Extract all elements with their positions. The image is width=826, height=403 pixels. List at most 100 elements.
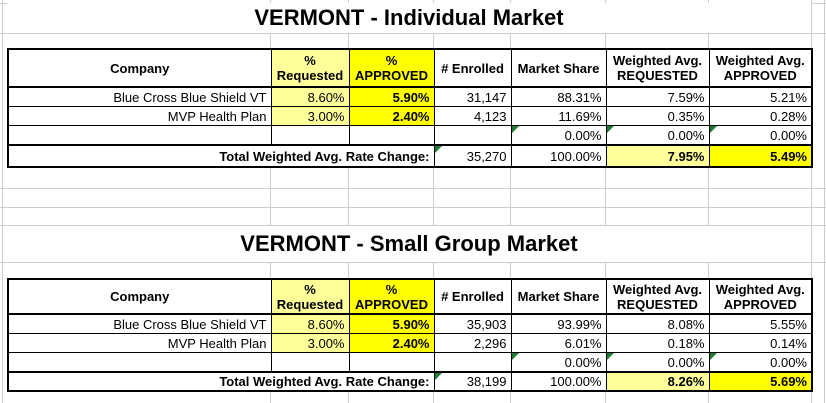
cell-approved[interactable]: 5.90% (348, 313, 435, 334)
table-row: Blue Cross Blue Shield VT 8.60% 5.90% 31… (7, 86, 813, 107)
cell-weighted-approved[interactable]: 5.21% (708, 86, 813, 107)
cell-weighted-requested[interactable]: 0.18% (605, 333, 710, 353)
col-header-weighted-approved[interactable]: Weighted Avg. APPROVED (708, 48, 813, 88)
error-indicator-icon (607, 126, 614, 133)
cell-requested[interactable] (270, 125, 350, 146)
cell-weighted-approved[interactable]: 0.14% (708, 333, 813, 353)
cell-total-enrolled[interactable]: 35,270 (433, 144, 512, 168)
error-indicator-icon (607, 353, 614, 360)
col-header-company[interactable]: Company (7, 48, 272, 88)
col-header-approved[interactable]: % APPROVED (348, 278, 435, 315)
cell-market-share[interactable]: 6.01% (510, 333, 607, 353)
cell-total-weighted-requested[interactable]: 8.26% (605, 371, 710, 392)
col-header-company[interactable]: Company (7, 278, 272, 315)
cell-enrolled[interactable]: 31,147 (433, 86, 512, 107)
cell-company[interactable] (7, 352, 272, 373)
gridline-v (348, 0, 349, 403)
cell-total-weighted-approved[interactable]: 5.49% (708, 144, 813, 168)
table-row: Blue Cross Blue Shield VT 8.60% 5.90% 35… (7, 313, 813, 334)
cell-company[interactable]: Blue Cross Blue Shield VT (7, 86, 272, 107)
col-header-enrolled[interactable]: # Enrolled (433, 48, 512, 88)
cell-approved[interactable]: 2.40% (348, 333, 435, 353)
error-indicator-icon (435, 147, 442, 153)
error-indicator-icon (710, 353, 717, 360)
table-row: MVP Health Plan 3.00% 2.40% 4,123 11.69%… (7, 106, 813, 126)
cell-approved[interactable] (348, 125, 435, 146)
col-header-market-share[interactable]: Market Share (510, 278, 607, 315)
cell-weighted-requested[interactable]: 8.08% (605, 313, 710, 334)
gridline-v (605, 0, 606, 403)
cell-market-share[interactable]: 0.00% (510, 125, 607, 146)
cell-total-weighted-approved[interactable]: 5.69% (708, 371, 813, 392)
cell-approved[interactable]: 2.40% (348, 106, 435, 126)
cell-approved[interactable] (348, 352, 435, 373)
cell-company[interactable] (7, 125, 272, 146)
cell-company[interactable]: MVP Health Plan (7, 106, 272, 126)
cell-value: 0.00% (667, 354, 705, 370)
cell-value: 0.00% (667, 127, 705, 143)
cell-enrolled[interactable]: 4,123 (433, 106, 512, 126)
cell-weighted-requested[interactable]: 0.00% (605, 352, 710, 373)
gridline-v (824, 0, 825, 403)
col-header-market-share[interactable]: Market Share (510, 48, 607, 88)
cell-requested[interactable] (270, 352, 350, 373)
cell-total-weighted-requested[interactable]: 7.95% (605, 144, 710, 168)
col-header-approved[interactable]: % APPROVED (348, 48, 435, 88)
cell-enrolled[interactable] (433, 352, 512, 373)
col-header-requested[interactable]: % Requested (270, 278, 350, 315)
cell-requested[interactable]: 8.60% (270, 86, 350, 107)
cell-value: 35,270 (466, 148, 507, 164)
cell-requested[interactable]: 3.00% (270, 333, 350, 353)
cell-requested[interactable]: 8.60% (270, 313, 350, 334)
col-header-weighted-requested[interactable]: Weighted Avg. REQUESTED (605, 48, 710, 88)
header-row: Company % Requested % APPROVED # Enrolle… (7, 278, 813, 315)
cell-market-share[interactable]: 0.00% (510, 352, 607, 373)
error-indicator-icon (512, 353, 519, 360)
total-label[interactable]: Total Weighted Avg. Rate Change: (7, 144, 435, 168)
cell-enrolled[interactable]: 35,903 (433, 313, 512, 334)
total-label[interactable]: Total Weighted Avg. Rate Change: (7, 371, 435, 392)
table-row: MVP Health Plan 3.00% 2.40% 2,296 6.01% … (7, 333, 813, 353)
cell-company[interactable]: Blue Cross Blue Shield VT (7, 313, 272, 334)
cell-weighted-approved[interactable]: 0.00% (708, 352, 813, 373)
total-row: Total Weighted Avg. Rate Change: 35,270 … (7, 144, 813, 168)
gridline-v (270, 0, 271, 403)
cell-weighted-approved[interactable]: 0.00% (708, 125, 813, 146)
cell-enrolled[interactable] (433, 125, 512, 146)
gridline-h (0, 207, 826, 208)
cell-weighted-approved[interactable]: 0.28% (708, 106, 813, 126)
individual-market-title: VERMONT - Individual Market (7, 3, 811, 33)
cell-market-share[interactable]: 93.99% (510, 313, 607, 334)
error-indicator-icon (710, 126, 717, 133)
cell-requested[interactable]: 3.00% (270, 106, 350, 126)
col-header-requested[interactable]: % Requested (270, 48, 350, 88)
header-row: Company % Requested % APPROVED # Enrolle… (7, 48, 813, 88)
gridline-h (0, 262, 826, 263)
col-header-weighted-requested[interactable]: Weighted Avg. REQUESTED (605, 278, 710, 315)
gridline-h (0, 33, 826, 34)
cell-value: 0.00% (564, 354, 602, 370)
small-group-market-title: VERMONT - Small Group Market (7, 226, 811, 262)
cell-market-share[interactable]: 11.69% (510, 106, 607, 126)
empty-row: 0.00% 0.00% 0.00% (7, 125, 813, 146)
cell-weighted-requested[interactable]: 0.35% (605, 106, 710, 126)
cell-weighted-requested[interactable]: 7.59% (605, 86, 710, 107)
cell-company[interactable]: MVP Health Plan (7, 333, 272, 353)
small-group-market-table: Company % Requested % APPROVED # Enrolle… (7, 278, 813, 392)
empty-row: 0.00% 0.00% 0.00% (7, 352, 813, 373)
cell-total-market-share[interactable]: 100.00% (510, 371, 607, 392)
gridline-h (0, 225, 826, 226)
cell-total-enrolled[interactable]: 38,199 (433, 371, 512, 392)
cell-approved[interactable]: 5.90% (348, 86, 435, 107)
cell-total-market-share[interactable]: 100.00% (510, 144, 607, 168)
cell-enrolled[interactable]: 2,296 (433, 333, 512, 353)
cell-weighted-approved[interactable]: 5.55% (708, 313, 813, 334)
col-header-weighted-approved[interactable]: Weighted Avg. APPROVED (708, 278, 813, 315)
col-header-enrolled[interactable]: # Enrolled (433, 278, 512, 315)
gridline-v (708, 0, 709, 403)
cell-weighted-requested[interactable]: 0.00% (605, 125, 710, 146)
error-indicator-icon (512, 126, 519, 133)
gridline-h (0, 188, 826, 189)
cell-market-share[interactable]: 88.31% (510, 86, 607, 107)
